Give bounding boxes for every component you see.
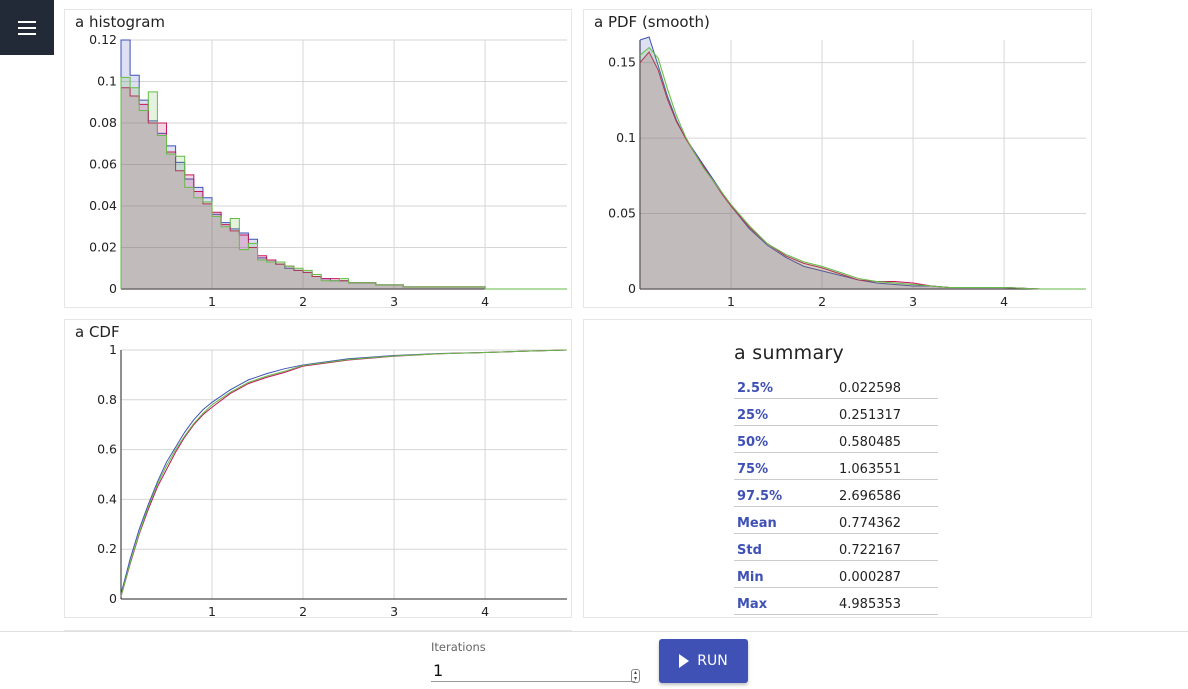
histogram-y-tick-label: 0 <box>109 281 117 296</box>
summary-key: Mean <box>734 506 836 534</box>
cdf-x-tick-label: 1 <box>208 604 216 619</box>
pdf-series-green-line <box>639 46 1086 290</box>
hamburger-menu-icon <box>18 19 36 37</box>
summary-row: 50% 0.580485 <box>734 425 938 453</box>
histogram-y-tick-label: 0.1 <box>97 74 117 89</box>
summary-value: 0.774362 <box>836 506 938 534</box>
summary-key: 2.5% <box>734 372 836 399</box>
control-bar: Iterations ▴▾ RUN <box>0 631 1188 689</box>
cdf-title: a CDF <box>75 323 120 341</box>
summary-row: Std 0.722167 <box>734 533 938 561</box>
summary-value: 0.022598 <box>836 372 938 399</box>
pdf-x-tick-label: 4 <box>1000 294 1008 309</box>
run-button-label: RUN <box>697 653 728 669</box>
pdf-y-tick-label: 0.05 <box>608 206 636 221</box>
cdf-y-tick-label: 0.6 <box>97 442 117 457</box>
histogram-y-tick-label: 0.12 <box>89 32 117 47</box>
pdf-series-blue-area <box>640 36 1086 290</box>
histogram-x-tick-label: 3 <box>390 294 398 309</box>
cdf-series-red-line <box>120 349 568 597</box>
cdf-y-tick-label: 0.2 <box>97 541 117 556</box>
pdf-x-tick-label: 3 <box>909 294 917 309</box>
summary-key: 75% <box>734 452 836 480</box>
pdf-chart: 0 0.05 0.1 0.15 1 2 3 4 <box>608 36 1086 309</box>
summary-table: 2.5% 0.022598 25% 0.251317 50% 0.580485 75% 1.0… <box>734 372 938 615</box>
summary-row: 75% 1.063551 <box>734 452 938 480</box>
histogram-y-tick-label: 0.06 <box>89 157 117 172</box>
cdf-x-tick-label: 4 <box>481 604 489 619</box>
pdf-title: a PDF (smooth) <box>594 13 710 31</box>
summary-value: 0.251317 <box>836 398 938 426</box>
summary-row: 2.5% 0.022598 <box>734 372 938 399</box>
cdf-series-green-line <box>120 349 568 597</box>
summary-value: 4.985353 <box>836 587 938 615</box>
cdf-y-tick-label: 0.8 <box>97 392 117 407</box>
iterations-control: Iterations ▴▾ <box>431 640 641 683</box>
histogram-panel: a histogram 0 0.02 0.04 0.06 0.08 0.1 0.12 1 2 3 4 <box>64 9 572 309</box>
spinner-arrows-icon[interactable]: ▴ ▾ <box>631 669 640 683</box>
summary-key: 25% <box>734 398 836 426</box>
histogram-title: a histogram <box>75 13 165 31</box>
pdf-x-tick-label: 2 <box>818 294 826 309</box>
summary-value: 1.063551 <box>836 452 938 480</box>
summary-key: Max <box>734 587 836 615</box>
iterations-input[interactable] <box>431 659 635 682</box>
summary-value: 2.696586 <box>836 479 938 507</box>
pdf-x-tick-label: 1 <box>727 294 735 309</box>
histogram-x-tick-label: 4 <box>481 294 489 309</box>
summary-title: a summary <box>734 342 845 364</box>
summary-value: 0.722167 <box>836 533 938 561</box>
summary-row: 97.5% 2.696586 <box>734 479 938 507</box>
pdf-y-tick-label: 0.1 <box>616 130 636 145</box>
run-button[interactable]: RUN <box>659 639 748 683</box>
histogram-y-tick-label: 0.08 <box>89 115 117 130</box>
pdf-y-tick-label: 0 <box>628 281 636 296</box>
pdf-panel: a PDF (smooth) 0 0.05 0.1 0.15 1 2 3 4 <box>583 9 1092 309</box>
cdf-x-tick-label: 3 <box>390 604 398 619</box>
pdf-y-tick-label: 0.15 <box>608 55 636 70</box>
summary-key: Std <box>734 533 836 561</box>
summary-panel: a summary 2.5% 0.022598 25% 0.251317 50% 0.58… <box>583 319 1092 618</box>
summary-value: 0.580485 <box>836 425 938 453</box>
pdf-series-green-area <box>640 47 1086 289</box>
cdf-y-tick-label: 0 <box>109 591 117 606</box>
histogram-series-red-area <box>121 87 567 289</box>
cdf-panel: a CDF 0 0.2 0.4 0.6 0.8 1 1 2 3 4 <box>64 319 572 619</box>
summary-key: 50% <box>734 425 836 453</box>
summary-value: 0.000287 <box>836 560 938 588</box>
histogram-chart: 0 0.02 0.04 0.06 0.08 0.1 0.12 1 2 3 4 <box>89 32 567 309</box>
histogram-x-tick-label: 2 <box>299 294 307 309</box>
summary-row: Mean 0.774362 <box>734 506 938 534</box>
cdf-series-blue-line <box>120 349 568 595</box>
histogram-series-blue-area <box>121 40 567 289</box>
cdf-x-tick-label: 2 <box>299 604 307 619</box>
summary-row: Max 4.985353 <box>734 587 938 615</box>
summary-key: 97.5% <box>734 479 836 507</box>
play-icon <box>679 654 690 668</box>
cdf-y-tick-label: 0.4 <box>97 491 117 506</box>
summary-row: Min 0.000287 <box>734 560 938 588</box>
partial-panel-edge <box>64 630 572 635</box>
cdf-y-tick-label: 1 <box>109 342 117 357</box>
summary-key: Min <box>734 560 836 588</box>
histogram-series-green-line <box>120 76 567 290</box>
histogram-x-tick-label: 1 <box>208 294 216 309</box>
summary-row: 25% 0.251317 <box>734 398 938 426</box>
histogram-y-tick-label: 0.02 <box>89 240 117 255</box>
histogram-y-tick-label: 0.04 <box>89 198 117 213</box>
menu-button[interactable] <box>0 0 54 55</box>
cdf-chart: 0 0.2 0.4 0.6 0.8 1 1 2 3 4 <box>97 342 568 619</box>
histogram-series-green-area <box>121 77 567 289</box>
iterations-label: Iterations <box>431 640 486 654</box>
